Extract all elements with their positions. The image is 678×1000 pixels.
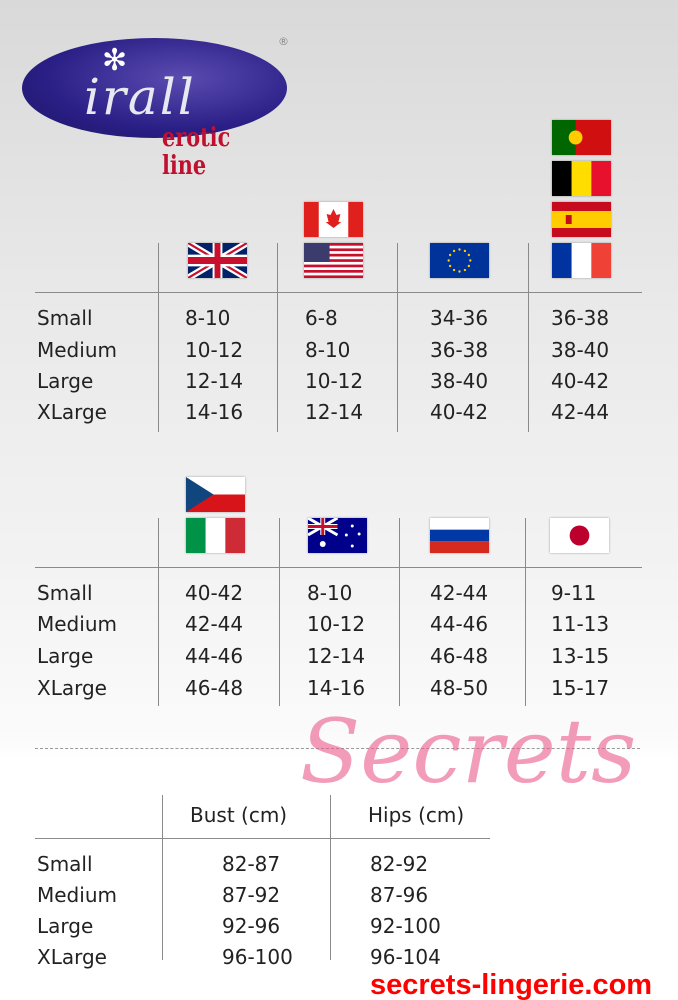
size-value: 40-42: [185, 581, 244, 605]
size-value: 34-36: [430, 306, 489, 330]
header-rule: [35, 292, 642, 293]
hips-value: 87-96: [370, 883, 429, 907]
size-label: Large: [37, 644, 94, 668]
size-value: 46-48: [430, 644, 489, 668]
size-value: 36-38: [430, 338, 489, 362]
size-value: 40-42: [430, 400, 489, 424]
czech-flag: [186, 477, 245, 512]
logo-ellipse: [22, 38, 287, 138]
france-flag: [552, 243, 611, 278]
size-value: 38-40: [551, 338, 610, 362]
registered-mark: ®: [278, 35, 289, 48]
watermark-url: secrets-lingerie.com: [370, 969, 653, 1000]
japan-flag: [550, 518, 609, 553]
flower-icon: ✻: [102, 43, 128, 78]
size-value: 36-38: [551, 306, 610, 330]
size-value: 15-17: [551, 676, 610, 700]
size-value: 42-44: [430, 581, 489, 605]
size-label: Medium: [37, 338, 117, 362]
hips-value: 92-100: [370, 914, 441, 938]
russia-flag: [430, 518, 489, 553]
bust-value: 87-92: [222, 883, 281, 907]
column-divider: [158, 243, 159, 432]
size-value: 12-14: [307, 644, 366, 668]
italy-flag: [186, 518, 245, 553]
uk-flag: [188, 243, 247, 278]
hips-value: 82-92: [370, 852, 429, 876]
column-divider: [279, 518, 280, 706]
hips-header: Hips (cm): [368, 803, 465, 827]
size-value: 10-12: [305, 369, 364, 393]
size-value: 10-12: [307, 612, 366, 636]
australia-flag: [308, 518, 367, 553]
column-divider: [162, 795, 163, 960]
size-label: XLarge: [37, 676, 107, 700]
column-divider: [528, 243, 529, 432]
size-value: 12-14: [185, 369, 244, 393]
irall-logo: ✻ irall erotic line ®: [22, 35, 292, 180]
size-label: Small: [37, 852, 93, 876]
column-divider: [525, 518, 526, 706]
size-value: 12-14: [305, 400, 364, 424]
size-value: 44-46: [185, 644, 244, 668]
size-value: 13-15: [551, 644, 610, 668]
column-divider: [158, 518, 159, 706]
hips-value: 96-104: [370, 945, 441, 969]
usa-flag: [304, 243, 363, 278]
size-value: 38-40: [430, 369, 489, 393]
size-value: 48-50: [430, 676, 489, 700]
size-value: 6-8: [305, 306, 338, 330]
dashed-divider: [35, 748, 640, 749]
size-label: Medium: [37, 612, 117, 636]
size-value: 44-46: [430, 612, 489, 636]
size-value: 14-16: [185, 400, 244, 424]
spain-flag: [552, 202, 611, 237]
size-value: 14-16: [307, 676, 366, 700]
size-value: 46-48: [185, 676, 244, 700]
size-value: 8-10: [307, 581, 353, 605]
column-divider: [397, 243, 398, 432]
logo-brand: irall: [84, 68, 196, 126]
column-divider: [277, 243, 278, 432]
bust-header: Bust (cm): [190, 803, 288, 827]
bust-value: 96-100: [222, 945, 293, 969]
bust-value: 82-87: [222, 852, 281, 876]
column-divider: [330, 795, 331, 960]
logo-tagline: erotic line: [162, 123, 231, 181]
size-value: 9-11: [551, 581, 597, 605]
header-rule: [35, 838, 490, 839]
watermark-script: Secrets: [300, 700, 637, 803]
size-label: Large: [37, 914, 94, 938]
portugal-flag: [552, 120, 611, 155]
size-value: 11-13: [551, 612, 610, 636]
size-value: 10-12: [185, 338, 244, 362]
bust-value: 92-96: [222, 914, 281, 938]
size-label: Large: [37, 369, 94, 393]
size-label: Small: [37, 306, 93, 330]
canada-flag: [304, 202, 363, 237]
size-label: XLarge: [37, 400, 107, 424]
header-rule: [35, 567, 642, 568]
size-value: 8-10: [185, 306, 231, 330]
eu-flag: [430, 243, 489, 278]
size-value: 42-44: [185, 612, 244, 636]
size-value: 40-42: [551, 369, 610, 393]
size-value: 42-44: [551, 400, 610, 424]
column-divider: [399, 518, 400, 706]
size-label: Medium: [37, 883, 117, 907]
size-value: 8-10: [305, 338, 351, 362]
size-label: XLarge: [37, 945, 107, 969]
size-label: Small: [37, 581, 93, 605]
belgium-flag: [552, 161, 611, 196]
